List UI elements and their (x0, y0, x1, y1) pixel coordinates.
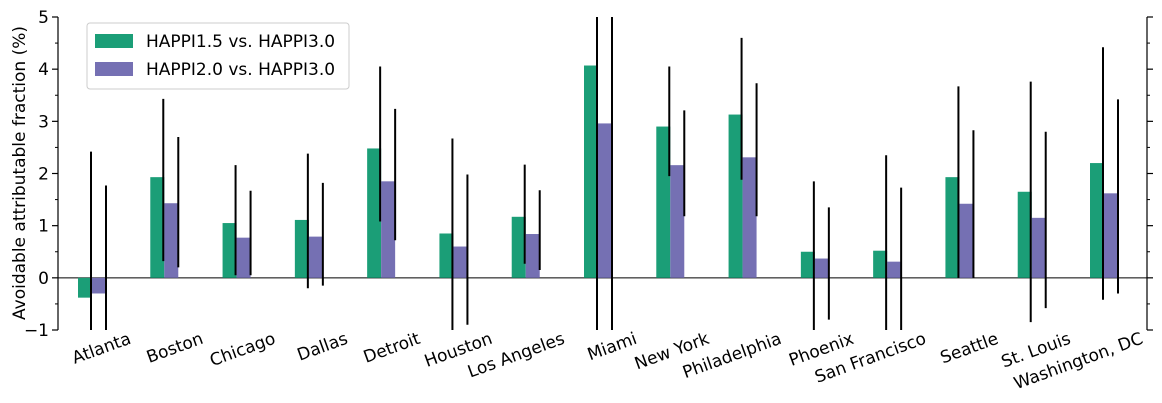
axes: −1 0 1 2 3 4 5 (24, 8, 1153, 341)
bar-s1-3 (294, 219, 309, 278)
bar-s2-4 (381, 181, 396, 278)
legend-swatch-1 (95, 34, 133, 48)
bar-s1-14 (1090, 163, 1104, 278)
y-tick-label: −1 (24, 321, 49, 341)
legend: HAPPI1.5 vs. HAPPI3.0 HAPPI2.0 vs. HAPPI3… (86, 22, 350, 90)
x-tick-label: Boston (144, 329, 206, 368)
legend-label-1: HAPPI1.5 vs. HAPPI3.0 (146, 32, 335, 52)
x-tick-label: Atlanta (70, 329, 134, 369)
bar-s1-11 (873, 250, 888, 278)
legend-label-2: HAPPI2.0 vs. HAPPI3.0 (146, 60, 335, 80)
bar-s2-0 (92, 277, 106, 294)
bar-s1-13 (1017, 191, 1032, 278)
bar-s2-10 (814, 258, 829, 278)
bar-s1-9 (728, 114, 743, 278)
legend-box (86, 22, 350, 90)
bar-s2-11 (887, 261, 902, 278)
x-tick-label: Miami (585, 329, 640, 365)
y-tick-label: 1 (38, 217, 49, 237)
bar-s2-7 (598, 123, 612, 278)
bar-s1-6 (511, 216, 526, 278)
y-axis-title: Avoidable attributable fraction (%) (10, 26, 30, 320)
bar-s1-8 (656, 126, 671, 278)
bar-s2-12 (959, 203, 974, 278)
error-bars (90, 17, 1119, 330)
bar-s1-10 (800, 251, 815, 278)
y-tick-label: 0 (38, 269, 49, 289)
bar-s2-9 (742, 157, 757, 278)
bar-s1-7 (584, 65, 598, 278)
bar-s2-2 (236, 237, 251, 278)
bars (78, 65, 1118, 298)
bar-s1-1 (150, 177, 165, 278)
bar-s1-5 (439, 233, 454, 278)
legend-swatch-2 (95, 62, 133, 76)
bar-s2-3 (308, 236, 323, 278)
bar-s1-2 (222, 223, 237, 278)
x-tick-label: Seattle (938, 329, 1001, 368)
bar-s2-14 (1104, 193, 1118, 278)
y-tick-label: 4 (38, 60, 49, 80)
y-tick-label: 3 (38, 112, 49, 132)
bar-s2-8 (670, 165, 685, 278)
bar-s2-1 (164, 203, 179, 278)
y-tick-label: 2 (38, 165, 49, 185)
x-tick-labels: Atlanta Boston Chicago Dallas Detroit Houston… (70, 329, 1146, 394)
x-tick-label: Detroit (361, 329, 423, 368)
y-tick-label: 5 (38, 8, 49, 28)
bar-s1-0 (78, 277, 92, 298)
bar-s1-12 (945, 177, 960, 278)
bar-s2-13 (1031, 217, 1046, 278)
x-tick-label: Chicago (207, 329, 278, 371)
bar-s1-4 (367, 148, 382, 278)
x-tick-label: Dallas (295, 329, 351, 366)
bar-s2-6 (525, 234, 540, 278)
bar-s2-5 (453, 246, 468, 278)
